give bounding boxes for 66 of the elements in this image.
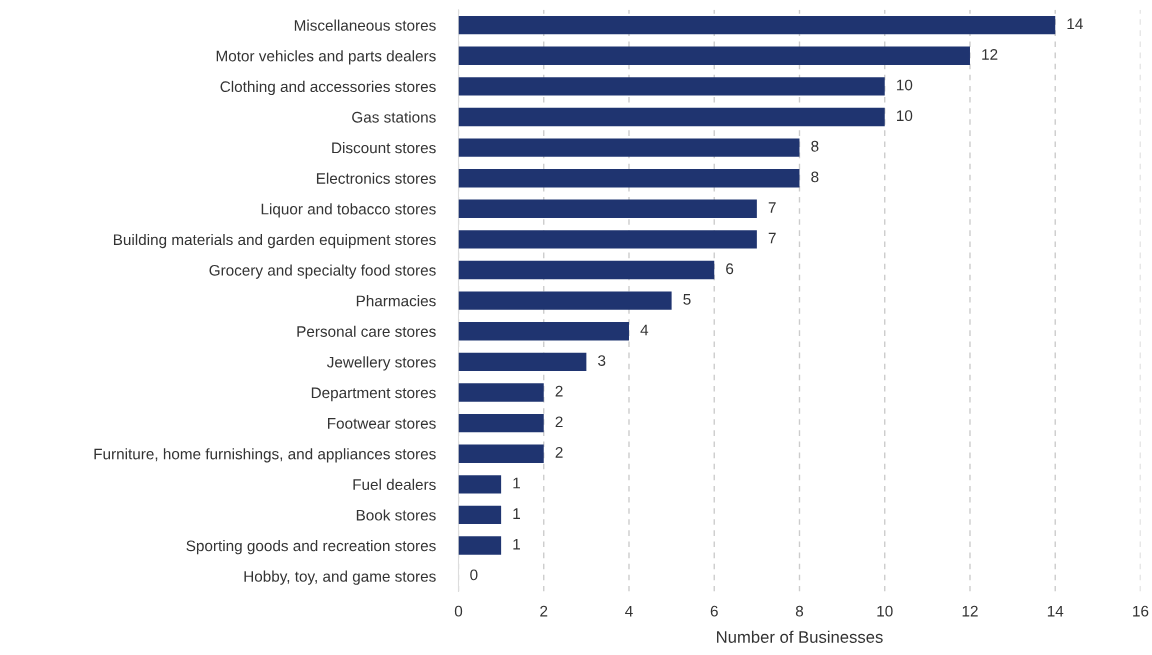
x-tick-label: 10 xyxy=(877,605,893,617)
y-tick-label: Furniture, home furnishings, and appliances stores xyxy=(94,448,436,463)
bar xyxy=(458,322,629,341)
x-tick-label: 0 xyxy=(454,605,463,617)
y-tick-label: Hobby, toy, and game stores xyxy=(244,570,436,585)
data-label: 7 xyxy=(768,232,776,244)
data-label: 10 xyxy=(897,79,913,91)
y-tick-label: Miscellaneous stores xyxy=(294,19,436,31)
bar xyxy=(458,199,757,218)
y-tick-label: Grocery and specialty food stores xyxy=(209,264,436,279)
data-label: 12 xyxy=(982,49,998,60)
data-label: 0 xyxy=(470,569,478,581)
data-label: 5 xyxy=(683,294,691,305)
x-tick-label: 4 xyxy=(625,605,633,617)
bar xyxy=(458,46,970,65)
data-label: 8 xyxy=(811,140,819,152)
data-label: 4 xyxy=(640,324,649,336)
bar xyxy=(458,505,502,525)
y-tick-label: Discount stores xyxy=(332,142,436,154)
y-tick-label: Fuel dealers xyxy=(353,478,436,491)
y-tick-label: Liquor and tobacco stores xyxy=(261,203,436,218)
data-label: 1 xyxy=(513,508,520,519)
bar xyxy=(458,352,587,372)
data-label: 1 xyxy=(513,477,520,489)
bar xyxy=(458,138,800,157)
data-label: 6 xyxy=(726,263,734,275)
x-tick-label: 2 xyxy=(540,605,548,617)
x-tick-label: 12 xyxy=(962,605,978,617)
bar xyxy=(458,15,1056,35)
bar xyxy=(458,107,885,127)
y-tick-label: Book stores xyxy=(356,509,436,521)
bar xyxy=(458,536,502,555)
bar xyxy=(458,413,544,433)
y-tick-label: Clothing and accessories stores xyxy=(220,80,436,96)
bar xyxy=(458,291,672,310)
x-axis-title: Number of Businesses xyxy=(717,630,883,643)
data-label: 7 xyxy=(768,202,776,213)
y-tick-label: Footwear stores xyxy=(328,418,436,429)
bar xyxy=(458,444,544,463)
data-label: 14 xyxy=(1067,18,1083,30)
y-tick-label: Jewellery stores xyxy=(326,356,436,371)
data-label: 1 xyxy=(513,538,520,550)
x-tick-label: 16 xyxy=(1133,605,1149,617)
bar xyxy=(458,169,800,188)
data-label: 2 xyxy=(555,416,563,428)
x-tick-label: 6 xyxy=(710,605,718,617)
y-tick-label: Building materials and garden equipment stores xyxy=(113,233,436,249)
data-label: 2 xyxy=(555,446,563,458)
data-label: 3 xyxy=(598,355,606,366)
bar xyxy=(458,230,757,249)
y-tick-label: Personal care stores xyxy=(297,325,436,337)
y-tick-label: Sporting goods and recreation stores xyxy=(186,540,436,555)
y-tick-label: Gas stations xyxy=(352,111,436,123)
data-label: 10 xyxy=(897,110,913,122)
bar xyxy=(458,383,544,402)
x-tick-label: 8 xyxy=(795,605,804,617)
y-tick-label: Department stores xyxy=(311,387,436,402)
y-tick-label: Electronics stores xyxy=(316,172,436,184)
bar xyxy=(458,260,715,280)
bar xyxy=(458,77,885,96)
bar xyxy=(458,475,502,494)
data-label: 8 xyxy=(811,171,819,183)
y-tick-label: Motor vehicles and parts dealers xyxy=(216,50,436,65)
x-tick-label: 14 xyxy=(1047,605,1064,617)
data-label: 2 xyxy=(555,385,563,397)
y-tick-label: Pharmacies xyxy=(356,295,436,307)
